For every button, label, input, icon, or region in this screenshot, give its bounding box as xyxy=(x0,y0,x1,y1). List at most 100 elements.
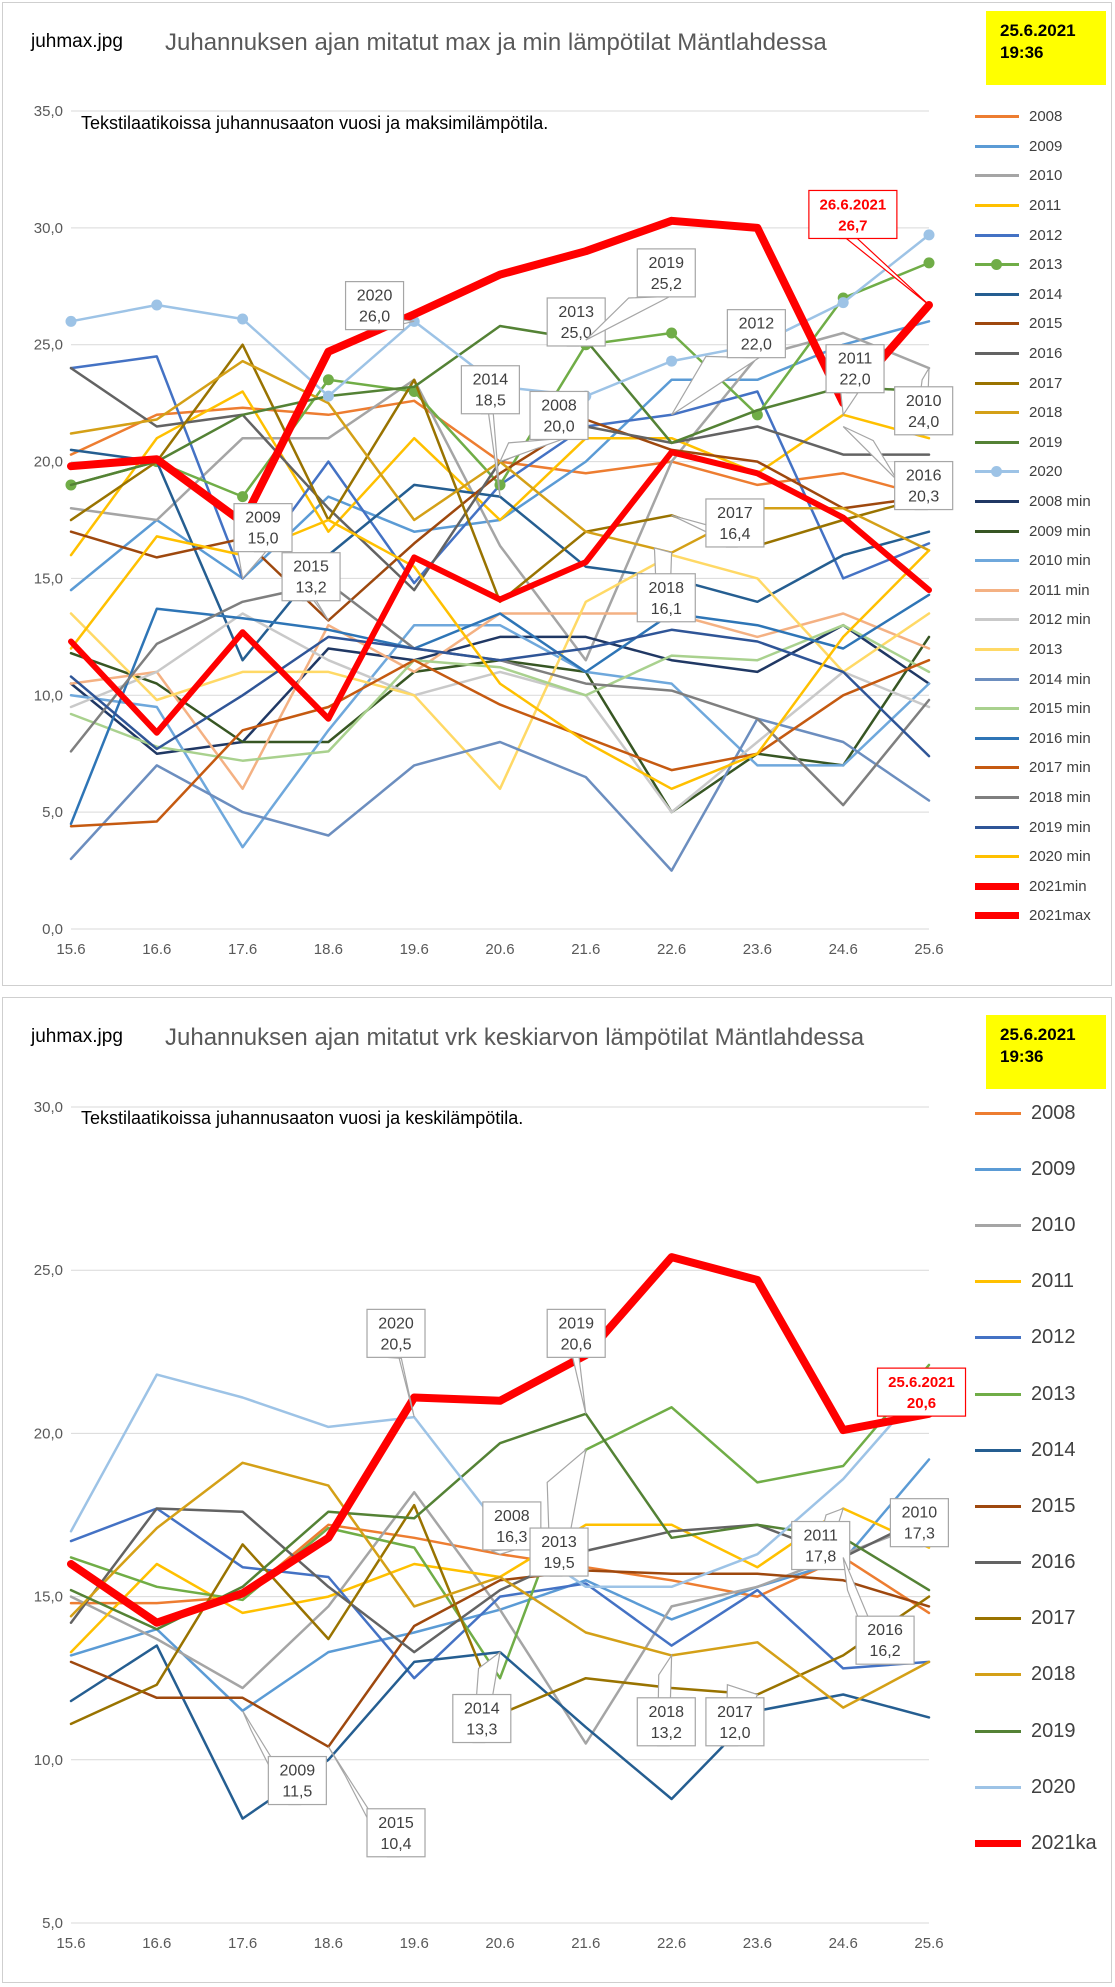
y-tick-label: 25,0 xyxy=(34,1262,63,1279)
x-tick-label: 17.6 xyxy=(228,941,257,958)
legend-label: 2019 xyxy=(1029,433,1063,451)
legend-item: 2020 min xyxy=(975,842,1091,872)
legend-label: 2013 xyxy=(1029,640,1063,658)
legend-swatch xyxy=(975,144,1019,148)
y-tick-label: 0,0 xyxy=(42,921,63,938)
callout-label: 2013 xyxy=(541,1534,577,1551)
callout-label: 22,0 xyxy=(839,372,870,389)
callout-box xyxy=(546,1308,606,1358)
legend-item: 2017 min xyxy=(975,753,1091,783)
callout-label: 15,0 xyxy=(247,531,278,548)
callout-label: 22,0 xyxy=(741,337,772,354)
timestamp-date: 25.6.2021 xyxy=(1000,1025,1076,1044)
legend-label: 2009 xyxy=(1031,1157,1076,1180)
x-tick-label: 20.6 xyxy=(485,941,514,958)
legend-label: 2021min xyxy=(1029,877,1087,895)
callout-label: 2013 xyxy=(558,304,594,321)
chart-title: Juhannuksen ajan mitatut vrk keskiarvon … xyxy=(165,1024,865,1051)
series-line-2019-min xyxy=(69,628,931,758)
legend-item: 2015 xyxy=(975,309,1091,339)
callout-label: 13,2 xyxy=(651,1725,682,1742)
x-tick-label: 15.6 xyxy=(56,1935,85,1952)
legend-label: 2014 min xyxy=(1029,670,1091,688)
legend-item: 2021max xyxy=(975,901,1091,931)
series-line-2013 xyxy=(69,553,931,791)
callout-label: 20,3 xyxy=(908,489,939,506)
data-point xyxy=(666,327,678,339)
callout-label: 2014 xyxy=(464,1701,500,1718)
legend-item: 2010 min xyxy=(975,546,1091,576)
callout-label: 10,4 xyxy=(380,1836,411,1853)
legend-label: 2016 min xyxy=(1029,729,1091,747)
callout-label: 25.6.2021 xyxy=(888,1374,955,1391)
callout-label: 2009 xyxy=(280,1763,316,1780)
data-point xyxy=(923,229,935,241)
legend-item: 2019 min xyxy=(975,812,1091,842)
callout-box xyxy=(791,1520,851,1571)
legend-item: 2016 xyxy=(975,339,1091,369)
legend-swatch xyxy=(975,174,1019,178)
legend-swatch xyxy=(975,647,1019,651)
legend-swatch xyxy=(975,1785,1021,1789)
legend-swatch xyxy=(975,1336,1021,1340)
callout-label: 2020 xyxy=(357,288,393,305)
legend-item: 2018 min xyxy=(975,783,1091,813)
legend-label: 2014 xyxy=(1029,285,1063,303)
series-line-2018 xyxy=(69,1461,931,1709)
chart-note: Tekstilaatikoissa juhannusaaton vuosi ja… xyxy=(81,113,549,133)
series-line-2015 xyxy=(69,418,931,622)
x-tick-label: 25.6 xyxy=(914,941,943,958)
legend-swatch xyxy=(975,466,1019,478)
callout-label: 2015 xyxy=(378,1815,414,1832)
data-point xyxy=(494,479,506,491)
callout-label: 16,1 xyxy=(651,601,682,618)
legend-item: 2018 xyxy=(975,1647,1097,1703)
y-tick-label: 10,0 xyxy=(34,687,63,704)
callout-label: 20,6 xyxy=(907,1395,936,1412)
series-line-2015 xyxy=(69,1569,931,1748)
legend-item: 2019 xyxy=(975,1703,1097,1759)
callout-label: 16,2 xyxy=(869,1643,900,1660)
callout-label: 2011 xyxy=(804,1528,839,1545)
legend-item: 2011 xyxy=(975,1254,1097,1310)
legend-item: 2012 xyxy=(975,220,1091,250)
callout-box xyxy=(546,297,606,347)
y-tick-label: 5,0 xyxy=(42,1915,63,1932)
chart-panel-max-min: juhmax.jpg Juhannuksen ajan mitatut max … xyxy=(2,2,1112,986)
legend-label: 2009 min xyxy=(1029,522,1091,540)
series-line-2015-min xyxy=(69,623,931,762)
timestamp-badge: 25.6.2021 19:36 xyxy=(986,1015,1106,1089)
series-line-2012-min xyxy=(69,612,931,814)
callout-box xyxy=(636,1697,696,1747)
legend-label: 2017 xyxy=(1029,374,1063,392)
legend-swatch xyxy=(975,912,1019,920)
gridlines xyxy=(71,110,929,930)
timestamp-time: 19:36 xyxy=(1000,43,1044,62)
series-line-2021ka xyxy=(67,1253,933,1627)
series-line-2012 xyxy=(69,1507,931,1680)
series-line-2021max xyxy=(67,216,933,527)
legend-swatch xyxy=(975,381,1019,385)
legend-swatch xyxy=(975,352,1019,356)
chart-panel-average: juhmax.jpg Juhannuksen ajan mitatut vrk … xyxy=(2,997,1112,1983)
callout-label: 20,5 xyxy=(380,1336,411,1353)
callout-box xyxy=(529,390,589,441)
series-group xyxy=(65,216,935,872)
callout-box xyxy=(876,1367,967,1417)
series-line-2019 xyxy=(69,324,931,487)
legend-swatch xyxy=(975,618,1019,622)
callout-label: 17,8 xyxy=(805,1549,836,1566)
legend-swatch xyxy=(975,855,1019,859)
legend-item: 2018 xyxy=(975,398,1091,428)
legend-item: 2009 xyxy=(975,1141,1097,1197)
legend-item: 2014 min xyxy=(975,664,1091,694)
legend-label: 2015 min xyxy=(1029,700,1091,718)
callout-label: 2018 xyxy=(648,580,684,597)
legend-item: 2021ka xyxy=(975,1815,1097,1871)
callout-label: 2012 xyxy=(739,316,775,333)
legend-swatch xyxy=(975,1167,1021,1171)
line-chart-average: 5,0 10,0 15,0 20,0 25,0 30,0 15.6 16.6 17.6 18.6 1… xyxy=(34,1099,967,1952)
y-tick-label: 5,0 xyxy=(42,804,63,821)
legend-swatch xyxy=(975,115,1019,119)
callout-box xyxy=(460,365,520,415)
